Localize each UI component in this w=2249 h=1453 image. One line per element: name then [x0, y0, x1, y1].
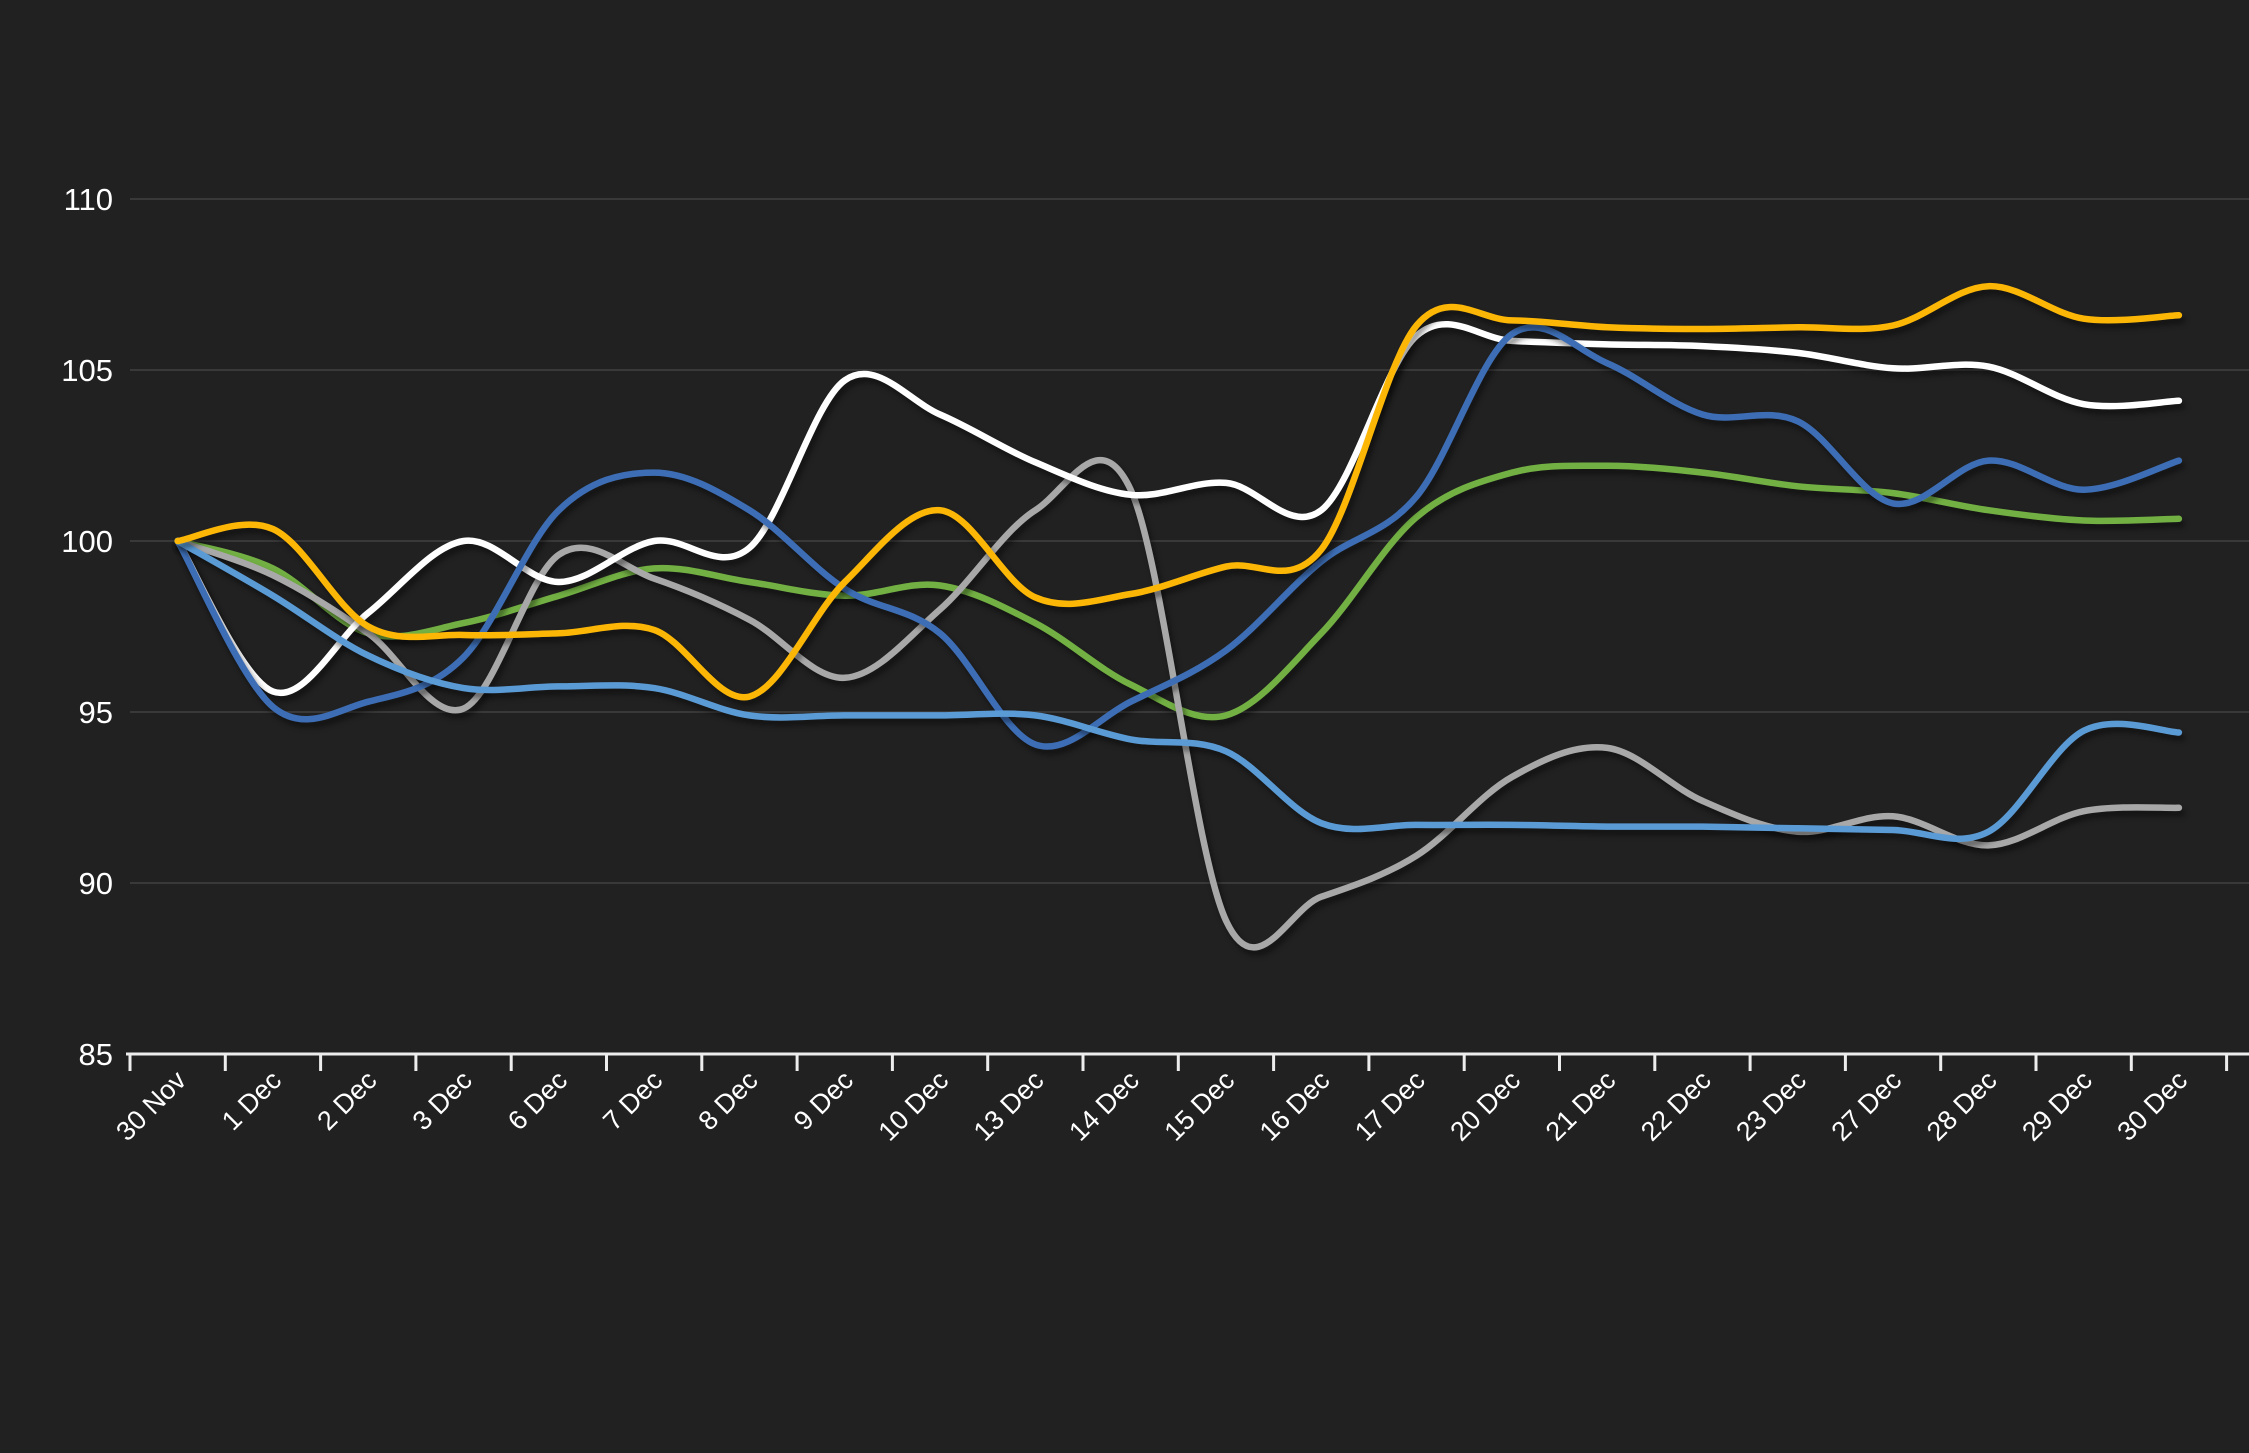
x-axis-label-29-dec: 29 Dec [2016, 1065, 2098, 1147]
series-line-energy-oil-gas[interactable] [174, 321, 2183, 697]
y-axis-label-85: 85 [79, 1037, 113, 1072]
x-axis-label-7-dec: 7 Dec [597, 1065, 668, 1136]
series-line-all-industries[interactable] [174, 462, 2183, 721]
x-axis-label-10-dec: 10 Dec [873, 1065, 955, 1147]
x-axis-label-14-dec: 14 Dec [1063, 1065, 1145, 1147]
x-axis-label-17-dec: 17 Dec [1349, 1065, 1431, 1147]
x-axis-label-15-dec: 15 Dec [1159, 1065, 1241, 1147]
legend: All Industries Automotive Energy: Oil & … [0, 1228, 2249, 1428]
x-axis-label-23-dec: 23 Dec [1730, 1065, 1812, 1147]
y-axis-label-110: 110 [64, 182, 113, 217]
x-axis-label-28-dec: 28 Dec [1921, 1065, 2003, 1147]
x-axis-label-16-dec: 16 Dec [1254, 1065, 1336, 1147]
series-line-finance[interactable] [174, 282, 2183, 701]
x-axis-label-9-dec: 9 Dec [788, 1065, 859, 1136]
x-axis-label-3-dec: 3 Dec [407, 1065, 478, 1136]
x-axis-label-20-dec: 20 Dec [1444, 1065, 1526, 1147]
series-line-hotel-gaming-leisure[interactable] [174, 324, 2183, 750]
x-axis-label-30-dec: 30 Dec [2111, 1065, 2193, 1147]
series-line-metals-mining[interactable] [174, 537, 2183, 842]
x-axis-label-21-dec: 21 Dec [1540, 1065, 1622, 1147]
series-line-automotive[interactable] [174, 457, 2183, 951]
x-axis-label-13-dec: 13 Dec [968, 1065, 1050, 1147]
x-axis-label-2-dec: 2 Dec [311, 1065, 382, 1136]
x-axis-label-1-dec: 1 Dec [216, 1065, 287, 1136]
y-axis-label-95: 95 [79, 695, 113, 730]
y-axis-label-90: 90 [79, 866, 113, 901]
x-axis-label-30-nov: 30 Nov [110, 1065, 192, 1147]
x-axis-label-22-dec: 22 Dec [1635, 1065, 1717, 1147]
x-axis-label-6-dec: 6 Dec [502, 1065, 573, 1136]
x-axis-label-27-dec: 27 Dec [1826, 1065, 1908, 1147]
x-axis-label-8-dec: 8 Dec [693, 1065, 764, 1136]
y-axis-label-105: 105 [61, 353, 113, 388]
y-axis-label-100: 100 [61, 524, 113, 559]
